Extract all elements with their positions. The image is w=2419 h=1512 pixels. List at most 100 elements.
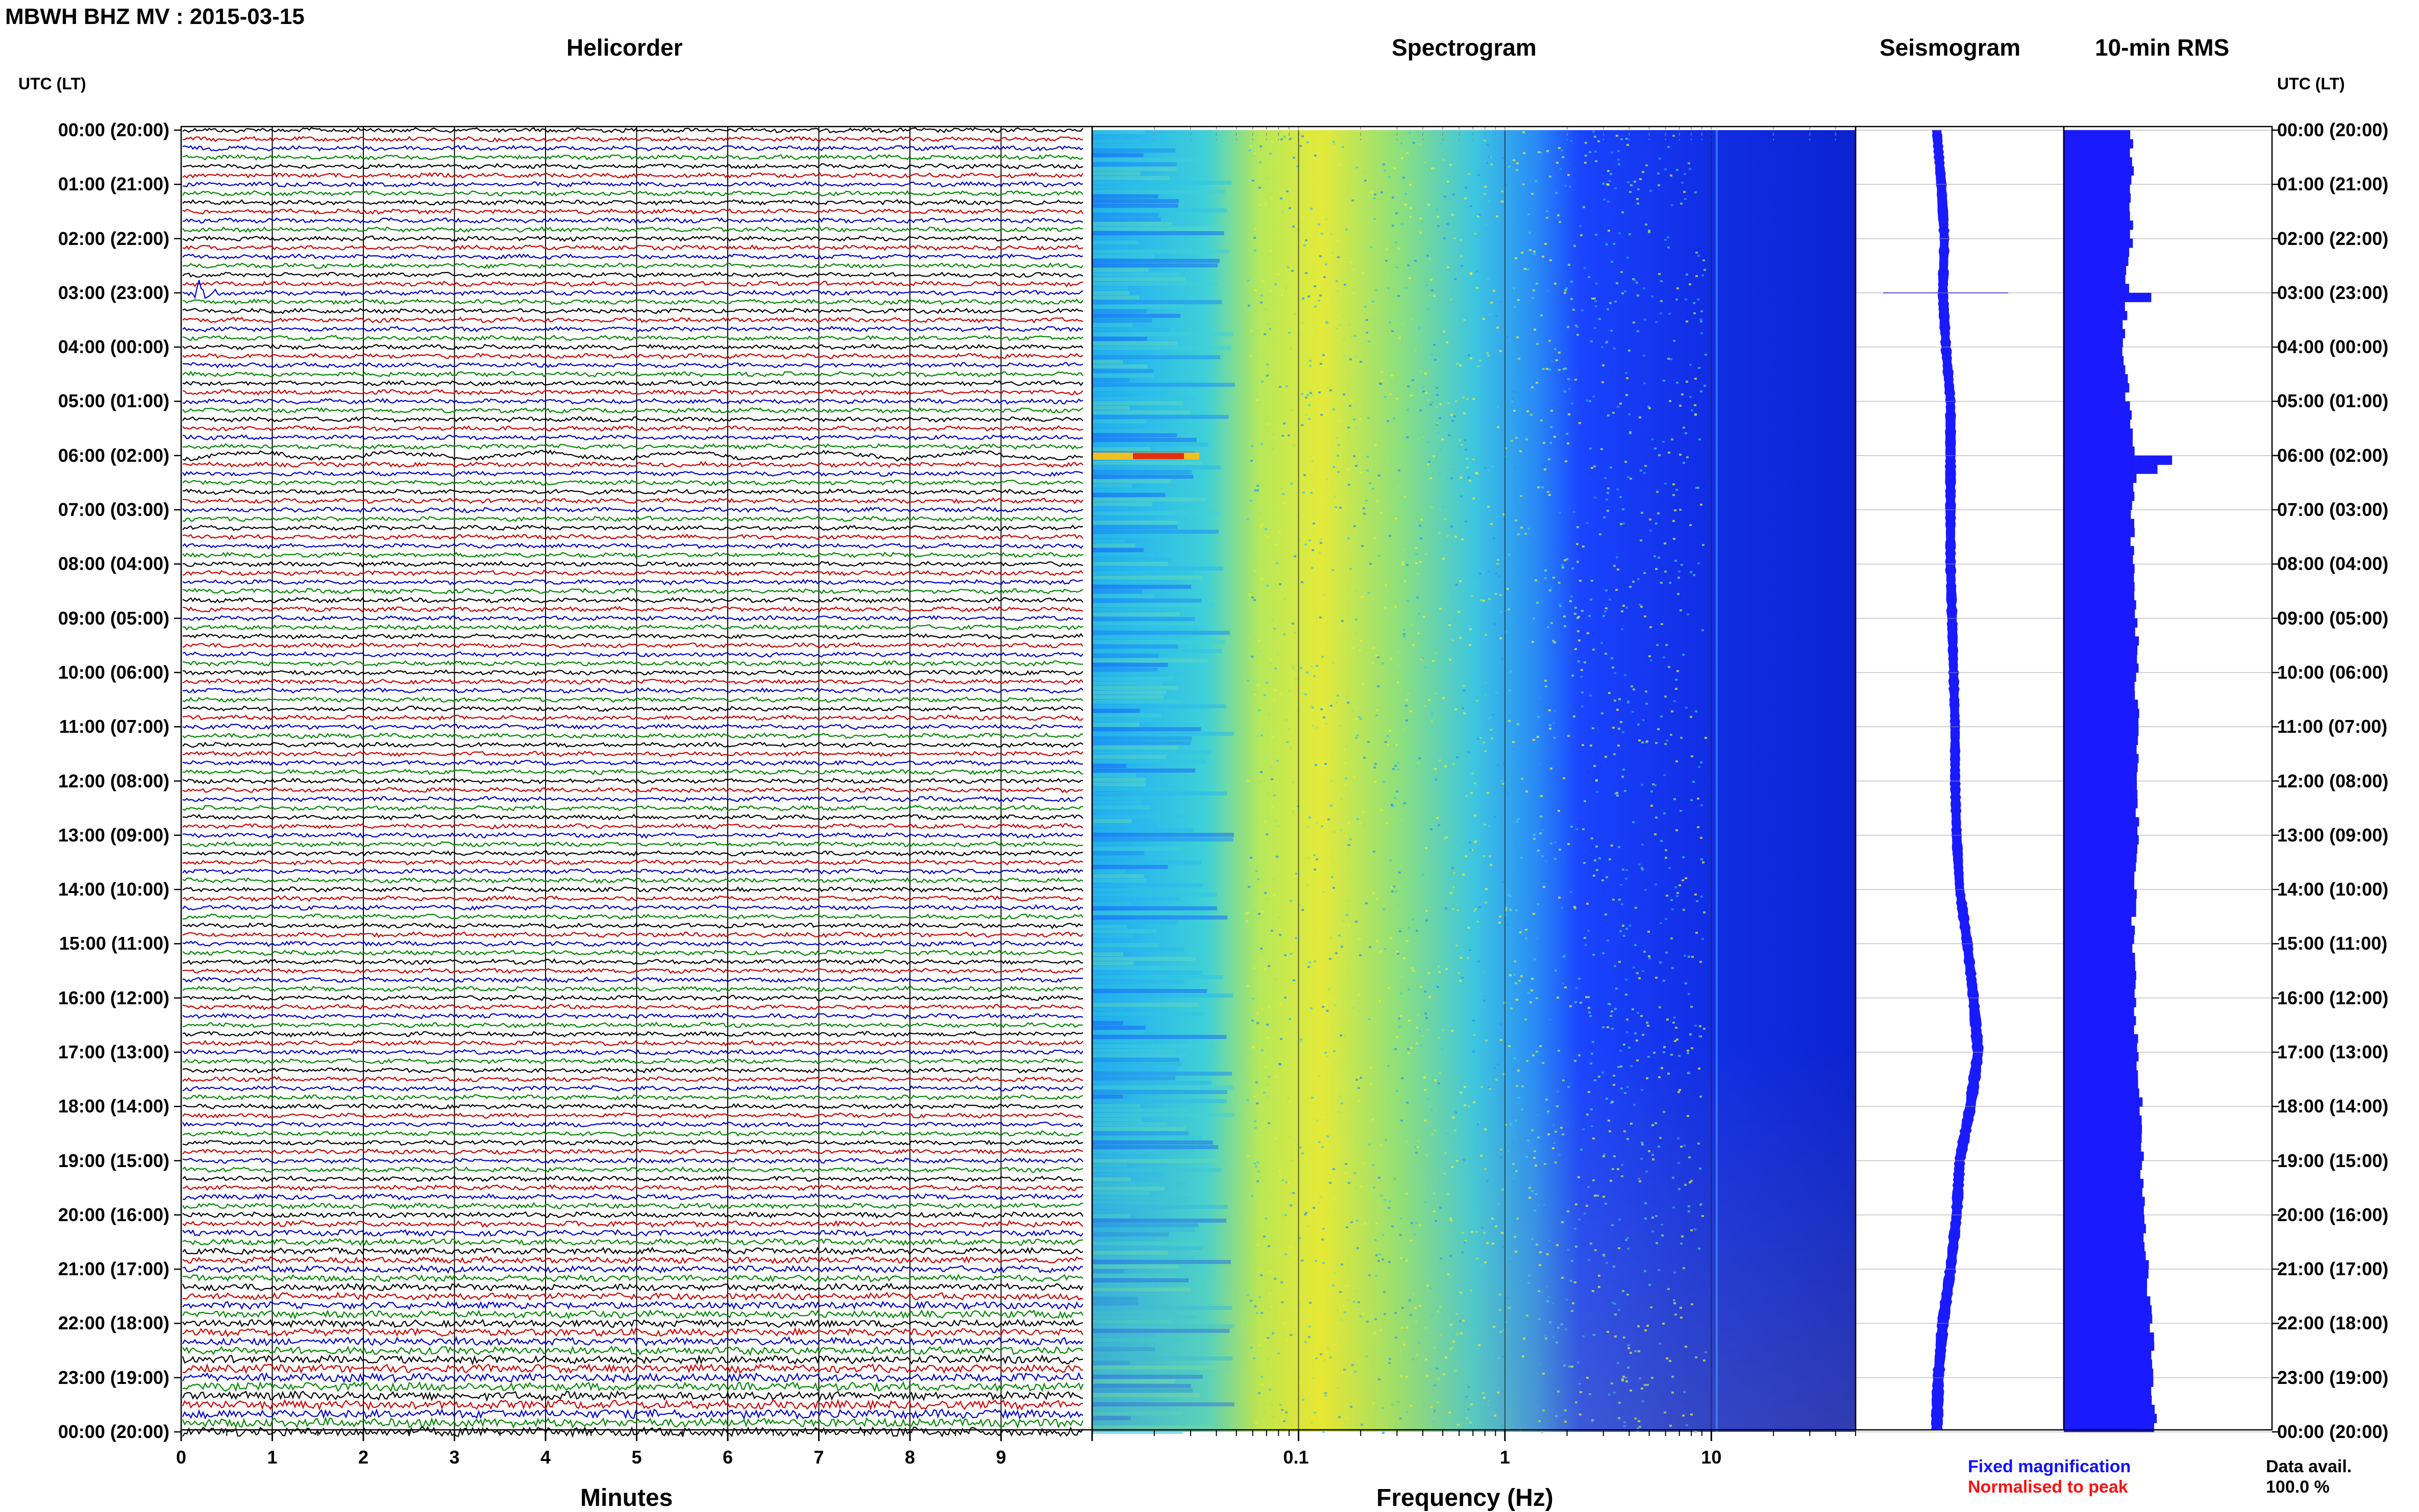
- rms-bar: [2064, 745, 2137, 754]
- rms-bar: [2064, 401, 2130, 411]
- helicorder-trace: [182, 1282, 1083, 1292]
- helicorder-trace: [182, 307, 1083, 314]
- helicorder-trace: [182, 759, 1083, 766]
- helicorder-trace: [182, 506, 1083, 513]
- rms-bar: [2064, 880, 2134, 890]
- helicorder-trace: [182, 1345, 1083, 1356]
- rms-bar: [2064, 1214, 2144, 1224]
- helicorder-trace: [182, 1416, 1084, 1429]
- rms-bar: [2064, 1197, 2145, 1206]
- helicorder-trace: [182, 904, 1083, 911]
- rms-bar: [2064, 193, 2131, 203]
- rms-bar: [2064, 600, 2136, 610]
- helicorder-trace: [182, 280, 1083, 300]
- rms-bar: [2064, 808, 2136, 817]
- rms-header: 10-min RMS: [2095, 34, 2230, 61]
- helicorder-trace: [182, 805, 1083, 812]
- helicorder-trace: [182, 922, 1083, 929]
- rms-bar: [2064, 844, 2137, 854]
- y-tick-label-left: 13:00 (09:00): [58, 824, 169, 846]
- rms-bar: [2064, 1396, 2152, 1405]
- rms-bar: [2064, 618, 2138, 628]
- helicorder-trace: [182, 1067, 1083, 1074]
- y-tick-label-right: 23:00 (19:00): [2277, 1367, 2389, 1388]
- helicorder-trace: [182, 1202, 1083, 1210]
- rms-bar: [2064, 826, 2138, 836]
- y-tick-label-left: 03:00 (23:00): [58, 282, 169, 303]
- rms-bar: [2064, 1170, 2140, 1179]
- helicorder-trace: [182, 1058, 1083, 1065]
- rms-bar: [2064, 1287, 2147, 1297]
- spectrogram-tone-line: [1715, 130, 1718, 1432]
- y-tick-label-left: 07:00 (03:00): [58, 499, 169, 520]
- rms-bar: [2064, 419, 2131, 429]
- helicorder-trace: [182, 154, 1083, 161]
- helicorder-trace: [182, 606, 1083, 613]
- rms-bar: [2064, 953, 2135, 962]
- rms-bar: [2064, 1116, 2142, 1125]
- helicorder-trace: [182, 678, 1083, 685]
- helicorder-trace: [182, 353, 1083, 360]
- helicorder-trace: [182, 1362, 1083, 1375]
- helicorder-trace: [182, 1247, 1083, 1255]
- helicorder-trace: [182, 253, 1083, 260]
- spectrogram-speckle: [1541, 1431, 1543, 1433]
- helicorder-trace: [182, 931, 1083, 938]
- helicorder-trace: [182, 1211, 1083, 1219]
- helicorder-trace: [182, 136, 1083, 143]
- helicorder-trace: [182, 190, 1083, 197]
- helicorder-trace: [182, 226, 1083, 233]
- helicorder-trace: [182, 1237, 1083, 1247]
- y-tick-label-right: 11:00 (07:00): [2277, 716, 2388, 737]
- rms-bar: [2064, 1386, 2152, 1396]
- rms-bar: [2064, 410, 2132, 420]
- helicorder-trace: [182, 1390, 1083, 1402]
- rms-bar: [2064, 211, 2130, 221]
- helicorder-trace: [182, 1085, 1083, 1092]
- left-axis-label: UTC (LT): [18, 75, 86, 93]
- spectrogram-x-tick-label: 1: [1499, 1447, 1510, 1468]
- rms-bar: [2064, 1350, 2152, 1360]
- helicorder-trace: [182, 624, 1083, 631]
- rms-bar: [2064, 763, 2138, 773]
- y-tick-label-left: 18:00 (14:00): [58, 1096, 169, 1117]
- rms-bar: [2064, 1187, 2142, 1197]
- y-tick-label-right: 17:00 (13:00): [2277, 1041, 2389, 1062]
- helicorder-trace: [182, 181, 1083, 188]
- helicorder-trace: [182, 1256, 1083, 1265]
- rms-bar: [2064, 672, 2136, 682]
- spectrogram-event-peak: [1133, 453, 1184, 459]
- rms-bar: [2064, 898, 2136, 908]
- rms-bar: [2064, 356, 2124, 366]
- rms-bar: [2064, 1414, 2157, 1423]
- rms-bar: [2064, 1305, 2152, 1315]
- y-tick-label-right: 09:00 (05:00): [2277, 607, 2389, 629]
- helicorder-trace: [182, 1335, 1083, 1347]
- data-avail-label: Data avail.: [2266, 1457, 2352, 1476]
- helicorder-trace: [182, 370, 1083, 378]
- helicorder-trace: [182, 578, 1083, 586]
- rms-bar: [2064, 1179, 2144, 1188]
- rms-bar: [2064, 474, 2137, 483]
- rms-bar: [2064, 455, 2173, 465]
- y-tick-label-right: 21:00 (17:00): [2277, 1258, 2389, 1280]
- helicorder-trace: [182, 949, 1083, 956]
- rms-bar: [2064, 790, 2138, 800]
- rms-bar: [2064, 320, 2123, 330]
- rms-bar: [2064, 998, 2136, 1007]
- rms-bar: [2064, 980, 2136, 989]
- helicorder-trace: [182, 1139, 1083, 1146]
- helicorder-trace: [182, 1291, 1083, 1301]
- rms-bar: [2064, 501, 2132, 510]
- helicorder-trace: [182, 614, 1083, 622]
- helicorder-trace: [182, 1264, 1083, 1274]
- rms-bar: [2064, 347, 2122, 357]
- rms-bar: [2064, 1025, 2134, 1034]
- rms-bar: [2064, 265, 2127, 275]
- helicorder-trace: [182, 362, 1083, 368]
- rms-bar: [2064, 1332, 2154, 1342]
- helicorder-trace: [182, 859, 1083, 866]
- y-tick-label-left: 09:00 (05:00): [58, 607, 169, 629]
- helicorder-x-label: Minutes: [580, 1484, 673, 1511]
- rms-bar: [2064, 916, 2132, 926]
